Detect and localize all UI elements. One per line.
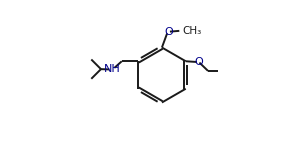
Text: CH₃: CH₃ bbox=[183, 26, 202, 36]
Text: O: O bbox=[194, 57, 203, 67]
Text: O: O bbox=[165, 27, 173, 37]
Text: NH: NH bbox=[104, 64, 121, 74]
